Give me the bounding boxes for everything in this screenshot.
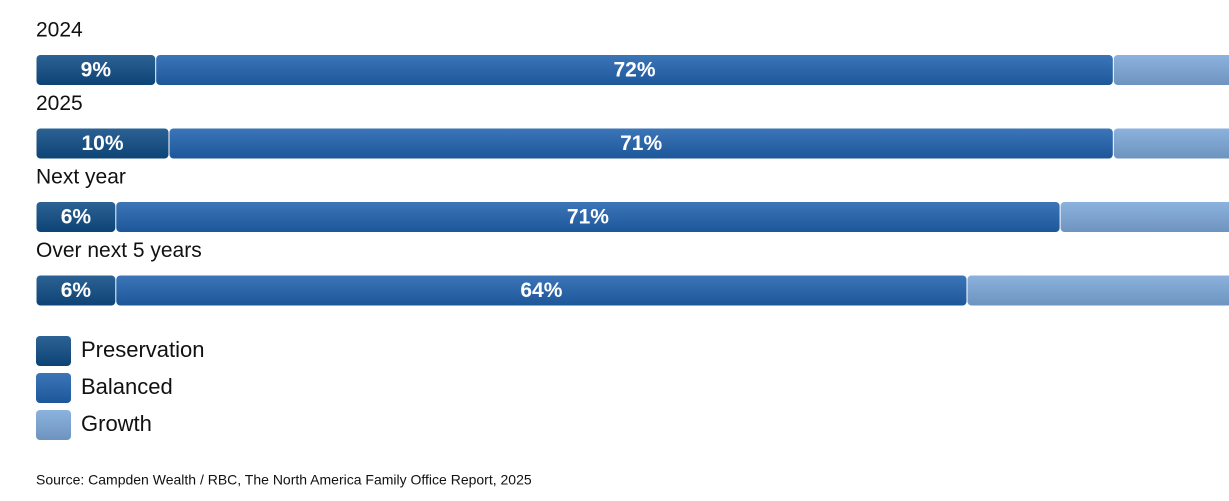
value-label: 72%: [613, 59, 655, 82]
bar-shade: [967, 275, 1229, 306]
value-label: 6%: [61, 206, 92, 229]
value-label: 9%: [81, 59, 112, 82]
legend-label: Balanced: [81, 374, 173, 399]
value-label: 10%: [81, 132, 123, 155]
legend-shade: [36, 373, 71, 403]
category-label: 2025: [36, 92, 83, 115]
category-label: Next year: [36, 166, 126, 189]
legend-shade: [36, 336, 71, 366]
legend-shade: [36, 410, 71, 440]
value-label: 64%: [520, 279, 562, 302]
bar-shade: [156, 55, 1113, 85]
bar-shade: [116, 275, 967, 306]
legend-label: Preservation: [81, 337, 205, 362]
value-label: 6%: [61, 279, 92, 302]
bar-shade: [36, 275, 116, 306]
source: Source: Campden Wealth / RBC, The North …: [36, 472, 532, 488]
legend-label: Growth: [81, 411, 152, 436]
value-label: 71%: [567, 206, 609, 229]
bar-shade: [1060, 202, 1229, 232]
bar-shade: [169, 128, 1113, 159]
bar-shade: [36, 55, 156, 85]
bar-shade: [36, 128, 169, 159]
bar-shade: [36, 202, 116, 232]
category-label: 2024: [36, 19, 83, 42]
category-label: Over next 5 years: [36, 239, 202, 262]
bar-shade: [1113, 55, 1229, 85]
bar-shade: [116, 202, 1060, 232]
value-label: 71%: [620, 132, 662, 155]
bar-shade: [1113, 128, 1229, 159]
